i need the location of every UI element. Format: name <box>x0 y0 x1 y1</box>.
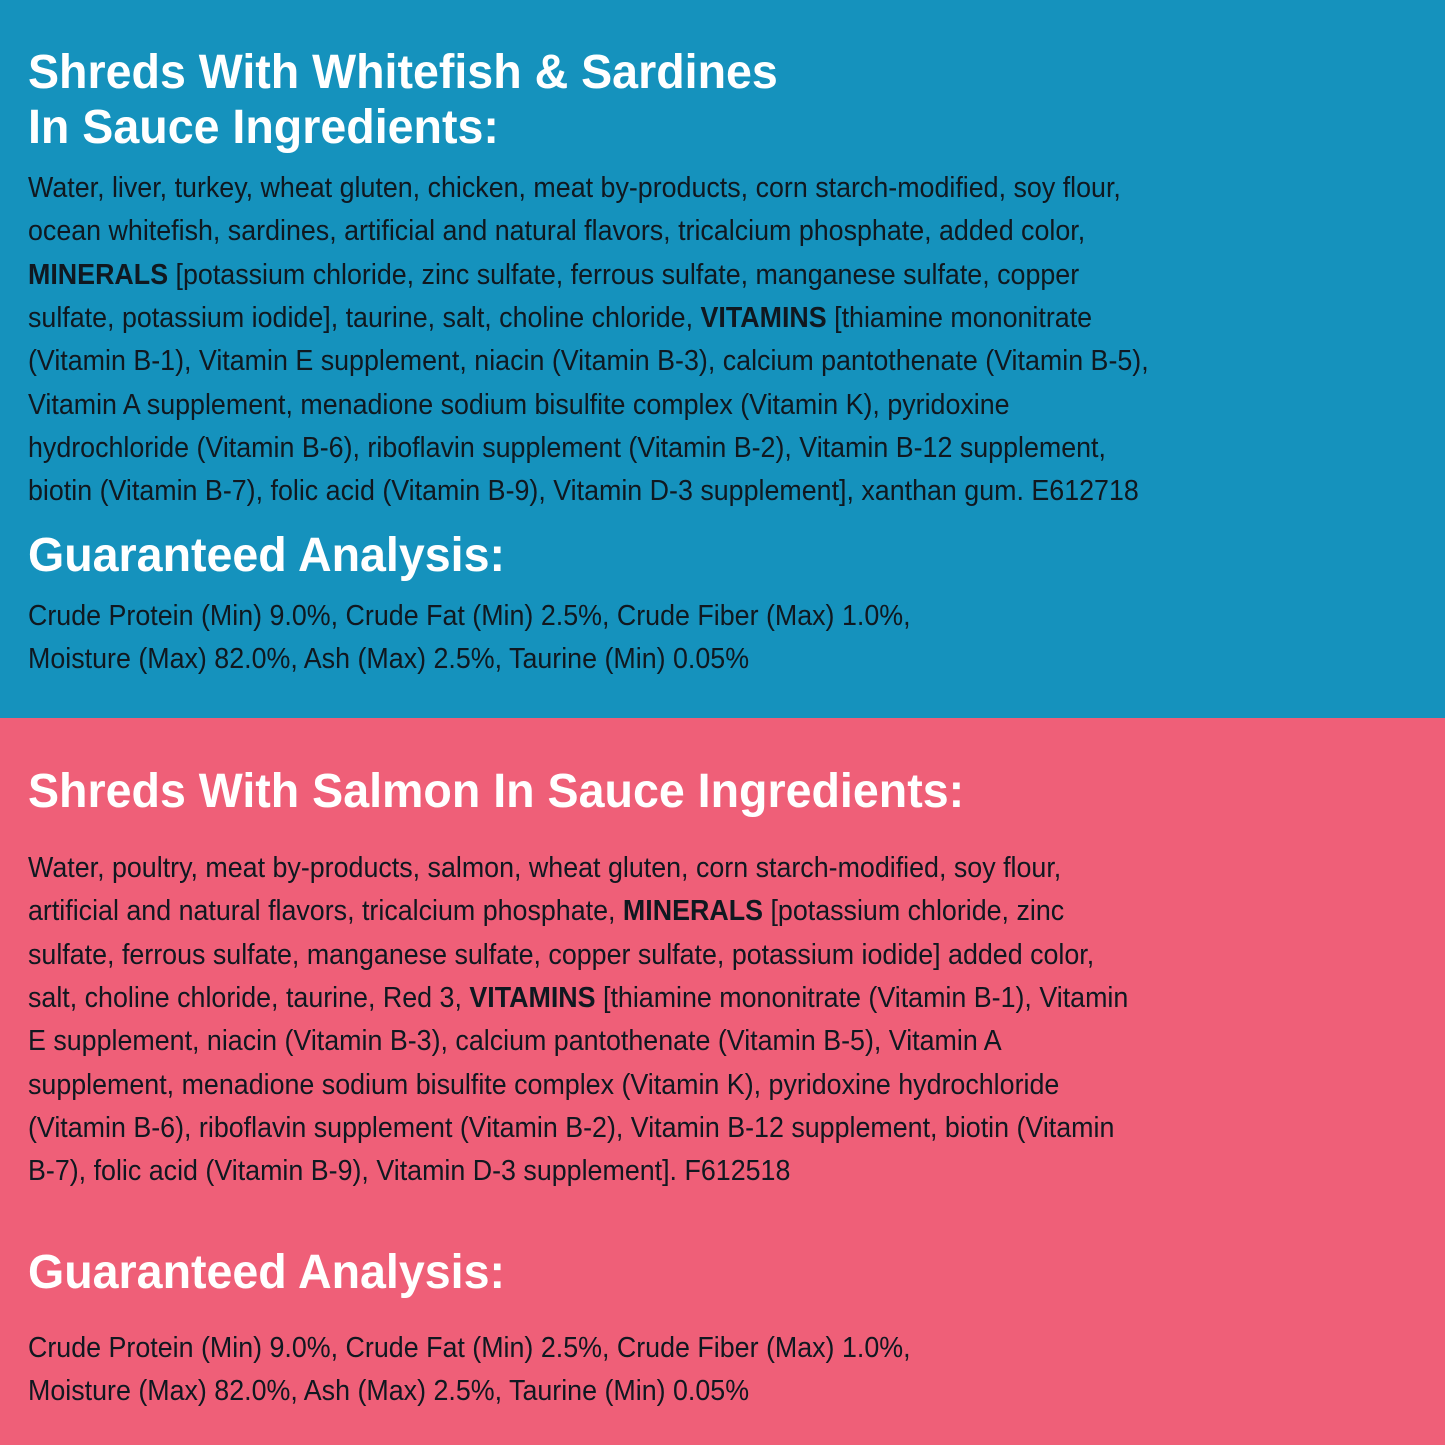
analysis-line: Crude Protein (Min) 9.0%, Crude Fat (Min… <box>28 595 911 638</box>
ingredients-line: E supplement, niacin (Vitamin B-3), calc… <box>28 1020 1002 1063</box>
text-segment: (Vitamin B-1), Vitamin E supplement, nia… <box>28 345 1149 378</box>
ingredients-line: MINERALS [potassium chloride, zinc sulfa… <box>28 254 1079 297</box>
text-segment: [thiamine mononitrate (Vitamin B-1), Vit… <box>595 981 1129 1014</box>
text-segment: artificial and natural flavors, tricalci… <box>28 895 623 928</box>
bold-label: VITAMINS <box>469 981 596 1014</box>
ingredients-line: sulfate, ferrous sulfate, manganese sulf… <box>28 934 1094 977</box>
ingredients-line: biotin (Vitamin B-7), folic acid (Vitami… <box>28 470 1139 513</box>
ingredients-line: Water, poultry, meat by-products, salmon… <box>28 847 1061 890</box>
analysis-title: Guaranteed Analysis: <box>28 1246 505 1299</box>
ingredients-line: Vitamin A supplement, menadione sodium b… <box>28 384 1010 427</box>
ingredients-line: (Vitamin B-6), riboflavin supplement (Vi… <box>28 1107 1114 1150</box>
ingredients-line: (Vitamin B-1), Vitamin E supplement, nia… <box>28 340 1149 383</box>
text-segment: Crude Protein (Min) 9.0%, Crude Fat (Min… <box>28 1332 911 1364</box>
ingredients-title: In Sauce Ingredients: <box>28 101 499 154</box>
salmon-panel: Shreds With Salmon In Sauce Ingredients:… <box>0 718 1445 1445</box>
text-segment: [potassium chloride, zinc <box>762 895 1065 928</box>
analysis-line: Crude Protein (Min) 9.0%, Crude Fat (Min… <box>28 1327 911 1370</box>
text-segment: hydrochloride (Vitamin B-6), riboflavin … <box>28 431 1106 464</box>
text-segment: [thiamine mononitrate <box>826 301 1093 334</box>
ingredients-title: Shreds With Whitefish & Sardines <box>28 46 778 99</box>
analysis-title: Guaranteed Analysis: <box>28 529 505 582</box>
text-segment: (Vitamin B-6), riboflavin supplement (Vi… <box>28 1111 1115 1144</box>
text-segment: B-7), folic acid (Vitamin B-9), Vitamin … <box>28 1155 791 1188</box>
text-segment: [potassium chloride, zinc sulfate, ferro… <box>168 258 1080 291</box>
text-segment: Moisture (Max) 82.0%, Ash (Max) 2.5%, Ta… <box>28 643 750 675</box>
whitefish-sardines-panel: Shreds With Whitefish & Sardines In Sauce… <box>0 0 1445 718</box>
text-segment: sulfate, potassium iodide], taurine, sal… <box>28 301 701 334</box>
text-segment: E supplement, niacin (Vitamin B-3), calc… <box>28 1025 1002 1058</box>
ingredients-line: hydrochloride (Vitamin B-6), riboflavin … <box>28 427 1106 470</box>
text-segment: supplement, menadione sodium bisulfite c… <box>28 1068 1060 1101</box>
text-segment: Crude Protein (Min) 9.0%, Crude Fat (Min… <box>28 600 911 632</box>
text-segment: Water, liver, turkey, wheat gluten, chic… <box>28 172 1121 204</box>
text-segment: sulfate, ferrous sulfate, manganese sulf… <box>28 938 1095 971</box>
analysis-line: Moisture (Max) 82.0%, Ash (Max) 2.5%, Ta… <box>28 638 749 681</box>
text-segment: Moisture (Max) 82.0%, Ash (Max) 2.5%, Ta… <box>28 1375 750 1407</box>
bold-label: MINERALS <box>622 895 763 928</box>
text-segment: ocean whitefish, sardines, artificial an… <box>28 215 1086 248</box>
ingredients-line: Water, liver, turkey, wheat gluten, chic… <box>28 167 1121 210</box>
text-segment: Vitamin A supplement, menadione sodium b… <box>28 388 1010 421</box>
ingredients-line: salt, choline chloride, taurine, Red 3, … <box>28 977 1128 1020</box>
bold-label: VITAMINS <box>700 301 827 334</box>
ingredients-line: B-7), folic acid (Vitamin B-9), Vitamin … <box>28 1150 790 1193</box>
text-segment: Water, poultry, meat by-products, salmon… <box>28 852 1062 884</box>
ingredients-line: artificial and natural flavors, tricalci… <box>28 890 1064 933</box>
ingredients-line: supplement, menadione sodium bisulfite c… <box>28 1064 1059 1107</box>
text-segment: salt, choline chloride, taurine, Red 3, <box>28 981 470 1014</box>
analysis-line: Moisture (Max) 82.0%, Ash (Max) 2.5%, Ta… <box>28 1370 749 1413</box>
ingredients-line: sulfate, potassium iodide], taurine, sal… <box>28 297 1092 340</box>
bold-label: MINERALS <box>28 258 169 291</box>
ingredients-title: Shreds With Salmon In Sauce Ingredients: <box>28 765 965 818</box>
text-segment: biotin (Vitamin B-7), folic acid (Vitami… <box>28 475 1139 508</box>
ingredients-line: ocean whitefish, sardines, artificial an… <box>28 210 1085 253</box>
